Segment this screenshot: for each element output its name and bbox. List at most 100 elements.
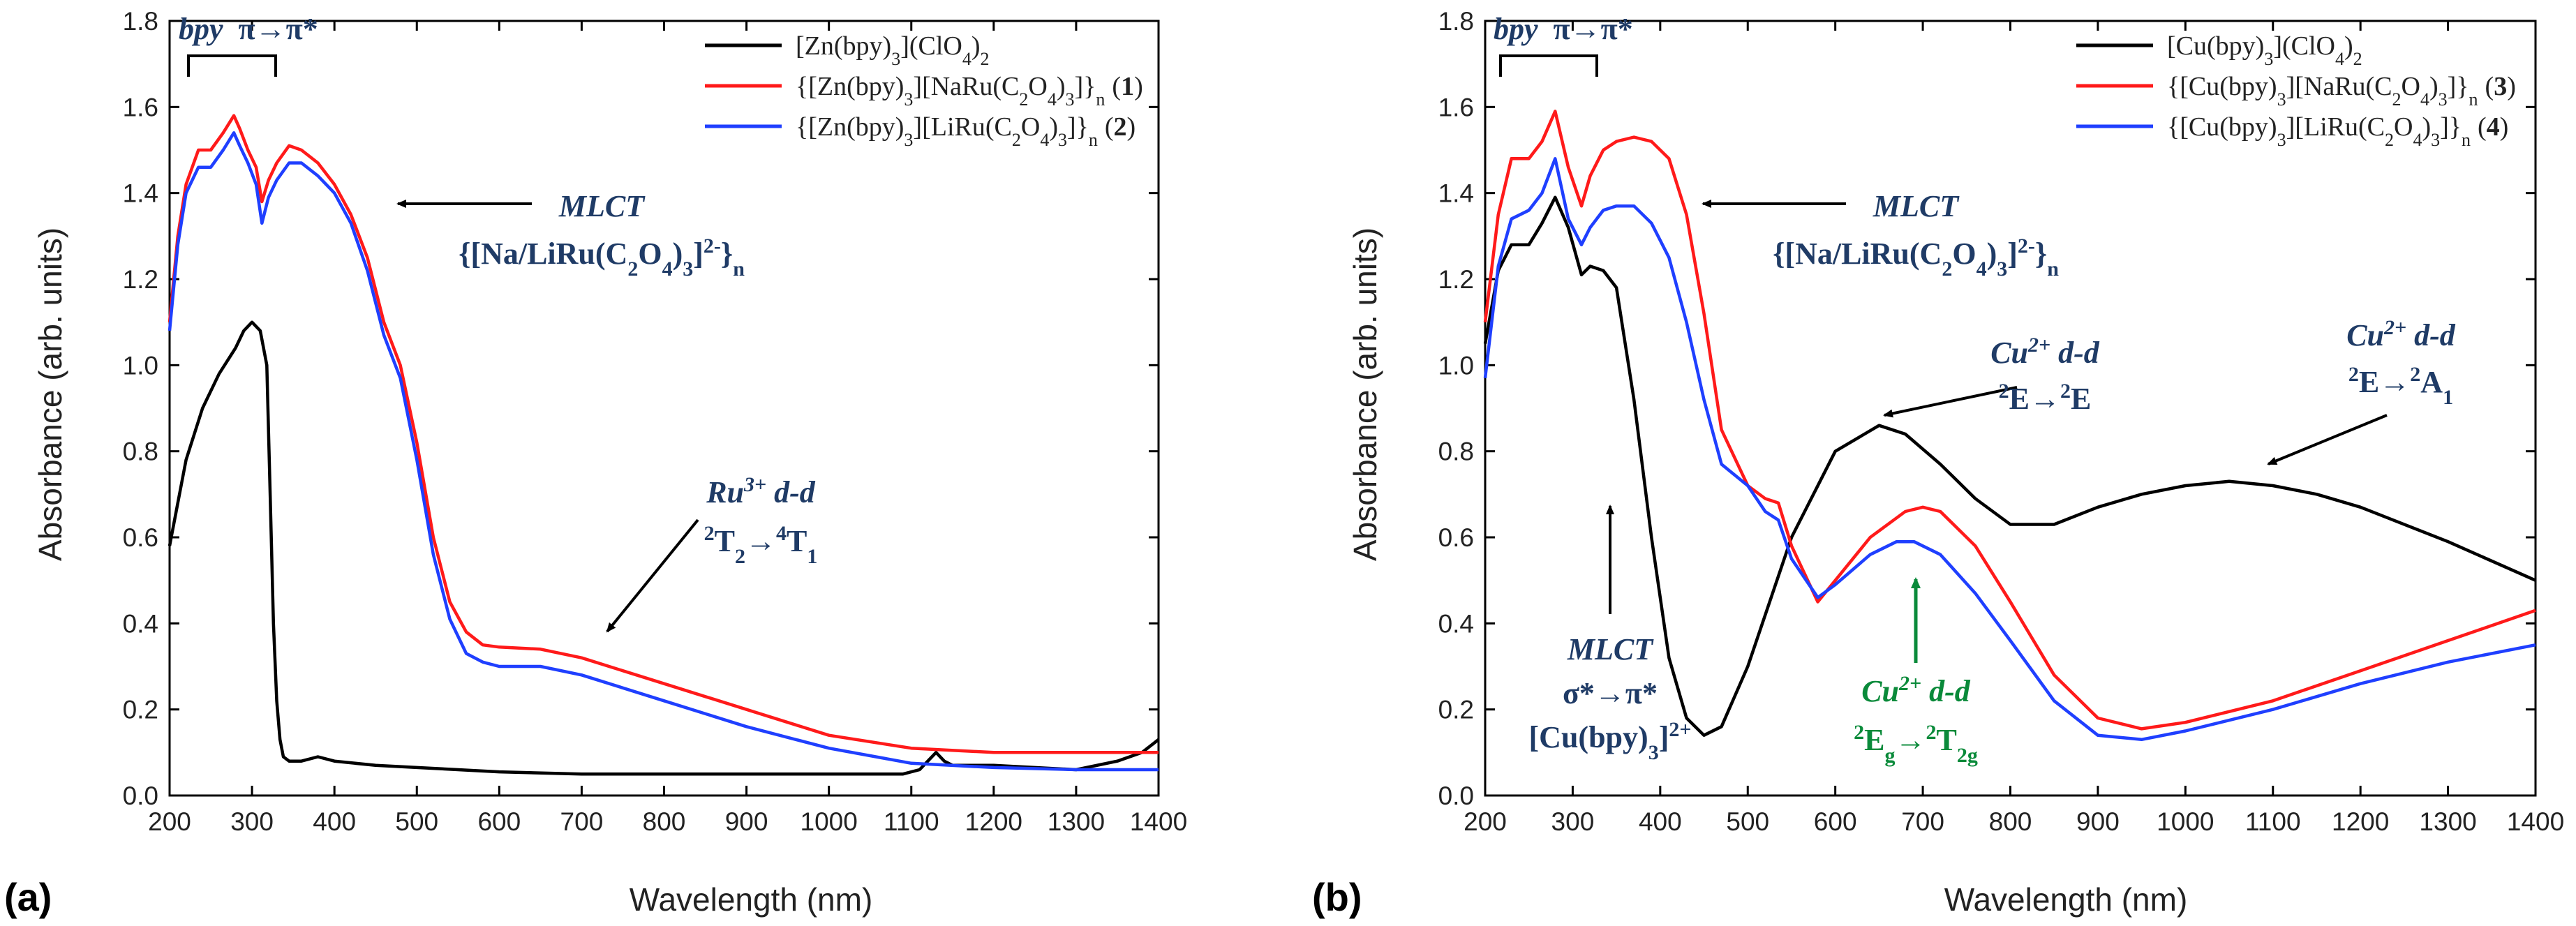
panel-a-series-line-3 bbox=[167, 131, 1159, 772]
panel-b-annotation-cu-green: Cu2+ d-d 2Eg→2T2g bbox=[1854, 577, 1978, 767]
panel-a-ytick-label: 1.8 bbox=[123, 7, 158, 36]
panel-b-mlct-formula: {[Na/LiRu(C2O4)3]2-}n bbox=[1773, 234, 2059, 281]
panel-b-legend-label-2: {[Cu(bpy)3][NaRu(C2O4)3]}n (3) bbox=[2167, 72, 2516, 110]
panel-b-legend-label-1: [Cu(bpy)3](ClO4)2 bbox=[2167, 31, 2362, 69]
panel-b-annotation-mlct: MLCT {[Na/LiRu(C2O4)3]2-}n bbox=[1702, 189, 2059, 281]
panel-a-ytick-label: 0.6 bbox=[123, 523, 158, 552]
panel-b-ylabel: Absorbance (arb. units) bbox=[1347, 227, 1383, 561]
panel-b-ytick-label: 0.6 bbox=[1438, 523, 1474, 552]
panel-a-xtick-label: 1100 bbox=[884, 807, 939, 836]
panel-b-xtick-label: 900 bbox=[2076, 807, 2120, 836]
panel-a-xtick-label: 1000 bbox=[801, 807, 858, 836]
panel-a-ytick-label: 1.4 bbox=[123, 179, 158, 208]
panel-b-ytick-label: 1.2 bbox=[1438, 265, 1474, 294]
panel-b-xtick-label: 1200 bbox=[2332, 807, 2389, 836]
panel-b-label: (b) bbox=[1312, 875, 1362, 919]
panel-b-xtick-label: 400 bbox=[1639, 807, 1682, 836]
panel-b-ytick-label: 1.6 bbox=[1438, 93, 1474, 121]
panel-b-ytick-label: 0.4 bbox=[1438, 609, 1474, 638]
panel-b-cu-green-transition: 2Eg→2T2g bbox=[1854, 721, 1978, 767]
panel-a-bpy-transition: π→π* bbox=[239, 12, 318, 46]
panel-a-ytick-label: 0.0 bbox=[123, 782, 158, 810]
panel-a-mlct-title: MLCT bbox=[558, 189, 646, 223]
panel-b-ytick-label: 1.0 bbox=[1438, 351, 1474, 380]
panel-a-legend-label-2: {[Zn(bpy)3][NaRu(C2O4)3]}n (1) bbox=[796, 72, 1143, 110]
panel-b-ytick-label: 0.0 bbox=[1438, 782, 1474, 810]
panel-b-annotation-bpy: bpy π→π* bbox=[1494, 12, 1633, 77]
panel-b-annotation-cu-dd-2: Cu2+ d-d 2E→2A1 bbox=[2267, 316, 2456, 465]
panel-a-series bbox=[167, 114, 1160, 776]
panel-a-series-line-2 bbox=[167, 114, 1159, 754]
panel-a-legend: [Zn(bpy)3](ClO4)2{[Zn(bpy)3][NaRu(C2O4)3… bbox=[705, 31, 1143, 150]
panel-a-xtick-label: 1200 bbox=[965, 807, 1022, 836]
panel-b-xtick-label: 1100 bbox=[2245, 807, 2301, 836]
panel-b-xtick-label: 1300 bbox=[2419, 807, 2476, 836]
panel-b-annotation-cu-dd-1: Cu2+ d-d 2E→2E bbox=[1883, 334, 2100, 418]
panel-b-mlct-cu-transition: σ*→π* bbox=[1563, 676, 1658, 710]
panel-b-xtick-label: 1000 bbox=[2157, 807, 2214, 836]
panel-a-annotation-bpy: bpy π→π* bbox=[179, 12, 318, 77]
panel-b-legend-label-3: {[Cu(bpy)3][LiRu(C2O4)3]}n (4) bbox=[2167, 112, 2508, 150]
panel-a-axes: 200 300 400 500 600 700 800 900 1000 1100 1200 1300… bbox=[123, 7, 1188, 836]
panel-b-mlct-title: MLCT bbox=[1873, 189, 1960, 223]
panel-b-xtick-label: 700 bbox=[1901, 807, 1944, 836]
panel-a-legend-label-3: {[Zn(bpy)3][LiRu(C2O4)3]}n (2) bbox=[796, 112, 1136, 150]
panel-a-ytick-label: 1.6 bbox=[123, 93, 158, 121]
panel-b-legend: [Cu(bpy)3](ClO4)2{[Cu(bpy)3][NaRu(C2O4)3… bbox=[2076, 31, 2516, 150]
panel-a-ylabel: Absorbance (arb. units) bbox=[32, 227, 68, 561]
panel-a-chart: 200 300 400 500 600 700 800 900 1000 1100 1200 1300… bbox=[4, 7, 1187, 919]
panel-b-cu-green-title: Cu2+ d-d bbox=[1861, 672, 1971, 709]
panel-a-ytick-label: 0.8 bbox=[123, 438, 158, 466]
panel-b-ytick-label: 0.2 bbox=[1438, 696, 1474, 724]
panel-a-ytick-label: 0.4 bbox=[123, 609, 158, 638]
panel-a-xtick-label: 500 bbox=[395, 807, 438, 836]
panel-a-label: (a) bbox=[4, 875, 52, 919]
panel-b-xlabel: Wavelength (nm) bbox=[1944, 881, 2188, 918]
panel-a-xlabel: Wavelength (nm) bbox=[630, 881, 873, 918]
panel-a-ru-title: Ru3+ d-d bbox=[706, 473, 816, 510]
panel-b-xtick-label: 300 bbox=[1551, 807, 1595, 836]
panel-a-xtick-label: 1300 bbox=[1048, 807, 1105, 836]
panel-a-mlct-formula: {[Na/LiRu(C2O4)3]2-}n bbox=[459, 234, 745, 281]
panel-a-annotation-mlct: MLCT {[Na/LiRu(C2O4)3]2-}n bbox=[396, 189, 745, 281]
panel-a-ytick-label: 1.0 bbox=[123, 351, 158, 380]
panel-b-xtick-label: 200 bbox=[1464, 807, 1507, 836]
panel-b-cu1-transition: 2E→2E bbox=[1999, 380, 2092, 417]
panel-b-xtick-label: 1400 bbox=[2507, 807, 2564, 836]
panel-b-mlct-cu-title: MLCT bbox=[1567, 632, 1654, 666]
panel-a-series-line-1 bbox=[167, 320, 1160, 776]
panel-b-series-line-1 bbox=[1483, 195, 2536, 737]
panel-b-bpy-transition: π→π* bbox=[1554, 12, 1633, 46]
panel-b-bpy-italic: bpy bbox=[1494, 12, 1538, 46]
panel-b-cu2-title: Cu2+ d-d bbox=[2346, 316, 2456, 353]
panel-a-xtick-label: 900 bbox=[725, 807, 768, 836]
panel-b-series bbox=[1483, 110, 2536, 742]
panel-a-annotation-ru: Ru3+ d-d 2T2→4T1 bbox=[606, 473, 818, 633]
panel-b-chart: 200 300 400 500 600 700 800 900 1000 1100 1200 1300… bbox=[1312, 7, 2564, 919]
panel-b-series-line-2 bbox=[1483, 110, 2536, 731]
panel-a-legend-label-1: [Zn(bpy)3](ClO4)2 bbox=[796, 31, 990, 69]
panel-b-ytick-label: 0.8 bbox=[1438, 438, 1474, 466]
panel-b-ytick-label: 1.4 bbox=[1438, 179, 1474, 208]
panel-a-xtick-label: 300 bbox=[230, 807, 274, 836]
panel-a-ytick-label: 0.2 bbox=[123, 696, 158, 724]
panel-b-mlct-cu-complex: [Cu(bpy)3]2+ bbox=[1529, 718, 1692, 764]
panel-a-xtick-label: 1400 bbox=[1130, 807, 1187, 836]
panel-a-ru-transition: 2T2→4T1 bbox=[704, 522, 818, 568]
panel-b-cu2-transition: 2E→2A1 bbox=[2348, 363, 2453, 409]
panel-b-ytick-label: 1.8 bbox=[1438, 7, 1474, 36]
panel-a-ytick-label: 1.2 bbox=[123, 265, 158, 294]
panel-a-xtick-label: 600 bbox=[477, 807, 521, 836]
panel-b-xtick-label: 800 bbox=[1989, 807, 2032, 836]
panel-b-axes: 200 300 400 500 600 700 800 900 1000 1100 1200 1300… bbox=[1438, 7, 2565, 836]
panel-b-xtick-label: 500 bbox=[1726, 807, 1769, 836]
panel-a-xtick-label: 700 bbox=[560, 807, 604, 836]
panel-b-xtick-label: 600 bbox=[1814, 807, 1857, 836]
panel-a-xtick-label: 200 bbox=[148, 807, 191, 836]
panel-b-series-line-3 bbox=[1483, 157, 2536, 742]
panel-b-cu1-title: Cu2+ d-d bbox=[1990, 334, 2100, 371]
panel-a-xtick-label: 800 bbox=[643, 807, 686, 836]
